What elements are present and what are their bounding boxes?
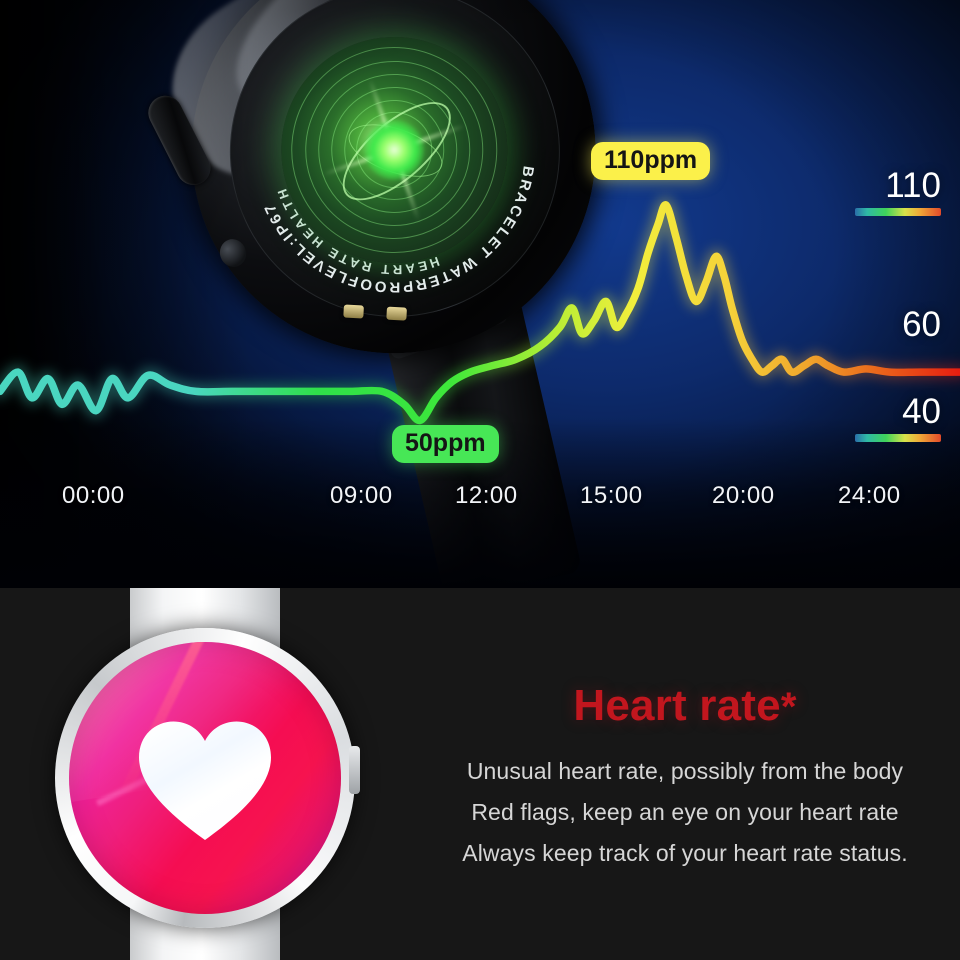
- x-axis-tick: 20:00: [712, 482, 775, 509]
- y-axis-value-mid: 60: [902, 305, 941, 344]
- section-title-text: Heart rate: [573, 681, 781, 730]
- description-lines: Unusual heart rate, possibly from the bo…: [430, 755, 940, 869]
- y-axis-value-low: 40: [902, 392, 941, 431]
- white-smartwatch-heart-display: [45, 588, 365, 960]
- badge-high-bpm: 110ppm: [591, 142, 711, 180]
- description-text-block: Heart rate* Unusual heart rate, possibly…: [430, 681, 940, 877]
- watch-crown-button: [349, 746, 360, 794]
- x-axis-tick: 12:00: [455, 482, 518, 509]
- section-title-asterisk: *: [780, 685, 797, 729]
- section-title: Heart rate*: [430, 681, 940, 730]
- x-axis-tick: 00:00: [62, 482, 125, 509]
- y-axis-marker-high: 110: [855, 168, 941, 216]
- heart-icon: [139, 721, 271, 841]
- x-axis-tick: 24:00: [838, 482, 901, 509]
- description-line: Red flags, keep an eye on your heart rat…: [471, 798, 899, 825]
- y-axis-marker-low: 40: [855, 394, 941, 442]
- heart-rate-trend-curve: [0, 197, 960, 428]
- description-line: Unusual heart rate, possibly from the bo…: [466, 758, 904, 785]
- badge-low-bpm: 50ppm: [392, 425, 499, 463]
- x-axis-tick: 09:00: [330, 482, 393, 509]
- y-axis-marker-mid: 60: [855, 307, 941, 342]
- heart-rate-chart-panel: BRACELET WATERPROOFLEVEL:IP67 MADE IN CH…: [0, 0, 960, 588]
- y-axis-gradient-bar: [855, 434, 941, 442]
- y-axis-value-high: 110: [885, 166, 941, 205]
- x-axis-time-labels: 00:00 09:00 12:00 15:00 20:00 24:00: [0, 482, 960, 516]
- heart-rate-description-panel: Heart rate* Unusual heart rate, possibly…: [0, 588, 960, 960]
- description-line: Always keep track of your heart rate sta…: [462, 839, 908, 866]
- y-axis-gradient-bar: [855, 208, 941, 216]
- watch-screen: [69, 642, 341, 914]
- x-axis-tick: 15:00: [580, 482, 643, 509]
